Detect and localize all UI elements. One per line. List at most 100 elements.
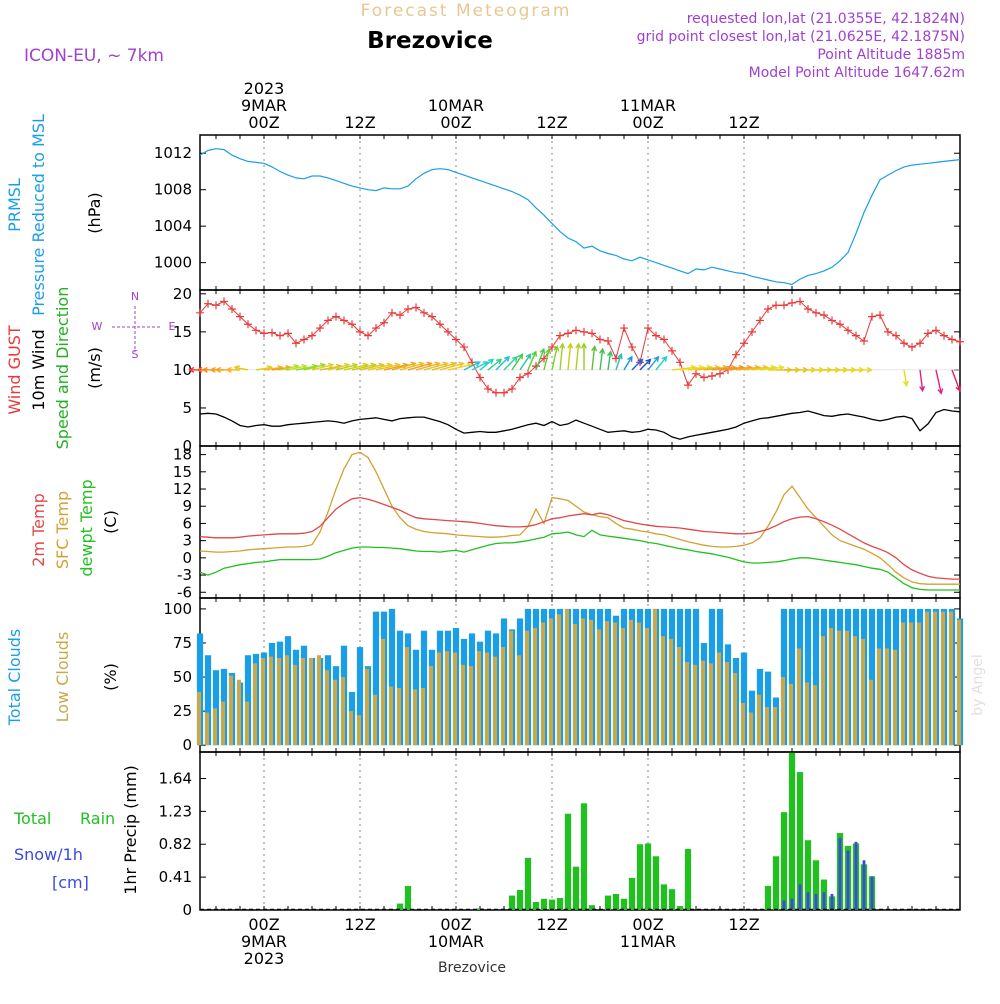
gust-marker — [548, 343, 556, 352]
wind-arrow — [631, 359, 643, 371]
gust-marker — [596, 335, 604, 344]
low-cloud-bar — [717, 652, 721, 746]
rain-bar — [652, 856, 660, 910]
gust-marker — [356, 327, 364, 336]
bottom-time-label: 2023 — [244, 949, 285, 968]
low-cloud-bar — [269, 656, 273, 746]
low-cloud-bar — [733, 672, 737, 746]
wind-arrow — [287, 365, 307, 371]
snow-bar — [790, 898, 794, 910]
low-cloud-bar — [245, 701, 249, 746]
low-cloud-bar — [861, 638, 865, 746]
low-cloud-bar — [565, 608, 569, 746]
snow-bar — [814, 893, 818, 910]
wind-arrowhead — [214, 366, 222, 373]
gust-marker — [612, 354, 620, 363]
gust-marker — [300, 335, 308, 344]
y-tick-label: 18 — [173, 446, 192, 464]
wind-arrow — [935, 369, 942, 394]
wind-arrow — [279, 365, 299, 371]
total-label: Total — [13, 809, 51, 828]
wind-arrowhead — [607, 350, 614, 357]
wind-arrowhead — [495, 358, 503, 365]
wind-arrow — [951, 369, 961, 391]
snow-bar — [782, 900, 786, 910]
wind-arrowhead — [866, 366, 873, 373]
wind-arrow — [415, 362, 440, 371]
cloud-unit: (%) — [101, 663, 120, 691]
wind-arrow — [743, 366, 768, 371]
wind-arrow — [559, 343, 564, 370]
pressure-unit: (hPa) — [85, 192, 104, 233]
gust-marker — [340, 316, 348, 325]
low-cloud-bar — [669, 638, 673, 746]
low-cloud-bar — [805, 682, 809, 746]
bottom-time-label: 10MAR — [428, 932, 484, 951]
low-cloud-bar — [277, 657, 281, 746]
rain-bar — [812, 860, 820, 910]
gust-marker — [868, 312, 876, 321]
low-cloud-bar — [613, 622, 617, 746]
gust-marker — [780, 301, 788, 310]
rain-bar — [668, 889, 676, 910]
low-cloud-bar — [637, 622, 641, 746]
gust-marker — [452, 335, 460, 344]
low-cloud-bar — [469, 666, 473, 746]
low-cloud-bar — [925, 611, 929, 746]
wind-arrowhead — [937, 388, 944, 395]
wind-arrow — [735, 366, 760, 371]
total-cloud-bar — [204, 655, 212, 746]
wind-arrow — [751, 366, 776, 371]
low-cloud-bar — [325, 670, 329, 746]
wind-arrowhead — [545, 347, 552, 355]
gust-marker — [900, 339, 908, 348]
rain-bar — [548, 899, 556, 910]
gust-marker — [660, 335, 668, 344]
wind-arrow — [503, 356, 518, 371]
wind-arrow — [447, 364, 472, 371]
wind-arrow — [519, 353, 531, 371]
low-cloud-bar — [661, 636, 665, 746]
wind-speed-line — [199, 408, 961, 440]
wind-arrowhead — [575, 342, 582, 349]
low-cloud-bar — [621, 627, 625, 746]
compass-cross — [112, 306, 160, 352]
gust-marker — [372, 324, 380, 333]
wind-arrow — [319, 365, 341, 371]
panel-frame — [199, 134, 961, 291]
gust-marker — [444, 327, 452, 336]
y-tick-label: 1012 — [154, 144, 192, 162]
rain-bar — [508, 895, 516, 910]
location-title: Brezovice — [367, 28, 493, 54]
snow-bar — [862, 860, 866, 910]
low-cloud-bar — [237, 679, 241, 746]
gust-marker — [484, 384, 492, 393]
total-cloud-bar — [356, 647, 364, 746]
y-tick-label: 3 — [182, 532, 192, 550]
sfc-temp-line — [199, 451, 960, 585]
bottom-time-label: 12Z — [344, 915, 375, 934]
wind-dir-label: Speed and Direction — [53, 287, 72, 450]
total-cloud-bar — [244, 655, 252, 746]
wind-arrow — [234, 366, 249, 371]
gust-marker — [228, 305, 236, 314]
low-cloud-bar — [413, 689, 417, 746]
y-tick-label: 1004 — [154, 217, 192, 235]
snow-bar — [830, 893, 834, 910]
low-cloud-bar — [381, 638, 385, 746]
gridpoint-coords: grid point closest lon,lat (21.0625E, 42… — [637, 29, 965, 45]
wind-arrow — [647, 356, 659, 371]
gust-marker — [644, 324, 652, 333]
gust-marker — [220, 297, 228, 306]
wind-arrow — [567, 343, 572, 370]
gust-label: Wind GUST — [5, 325, 24, 415]
top-time-label: 2023 — [244, 79, 285, 98]
gust-marker — [932, 326, 940, 335]
gust-marker — [844, 326, 852, 335]
wind-arrow — [671, 366, 696, 371]
wind-arrow — [623, 356, 633, 371]
top-time-label: 11MAR — [620, 96, 676, 115]
wind-arrow — [535, 348, 545, 371]
gust-marker — [956, 337, 964, 346]
gust-marker — [332, 312, 340, 321]
